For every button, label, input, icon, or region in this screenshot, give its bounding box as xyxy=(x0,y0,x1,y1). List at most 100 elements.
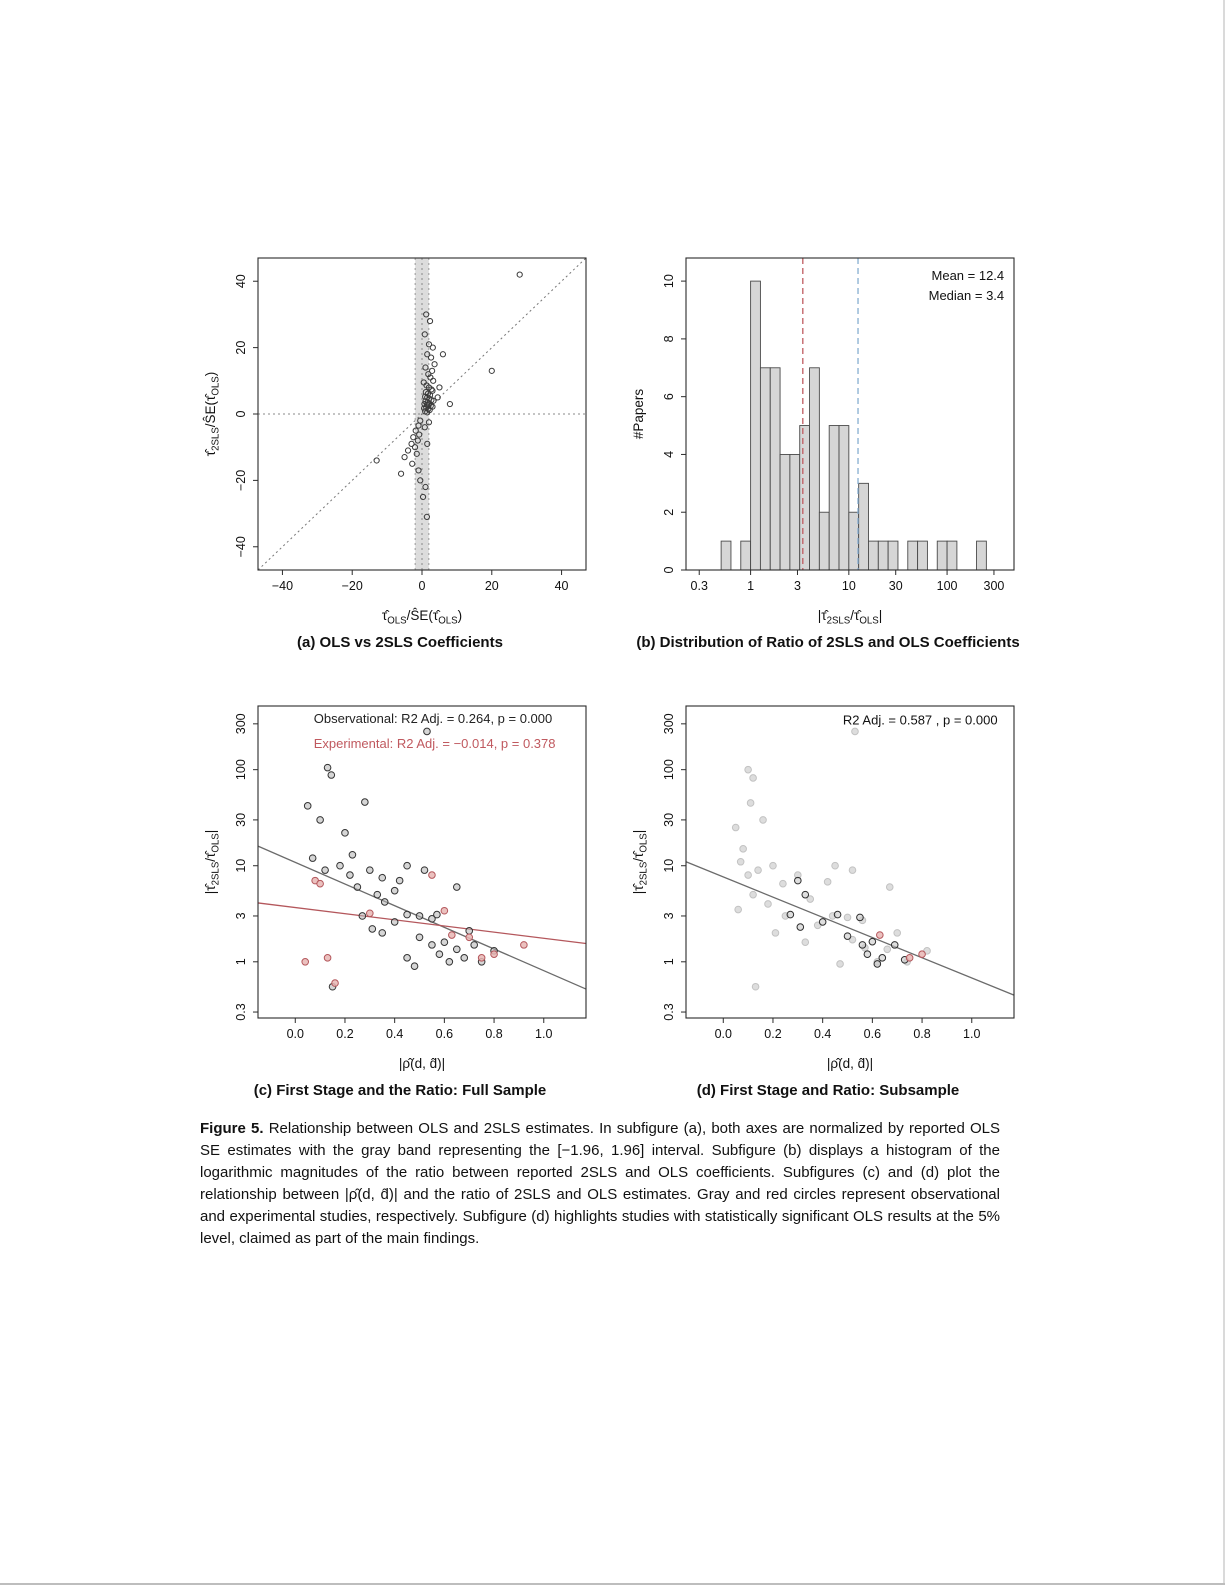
subplot-a-canvas: −40 −20 0 20 40 −40 −20 0 20 40 τ̂OLS/ŜE(τ̂OLS) τ̂2… xyxy=(200,246,600,628)
svg-text:1.0: 1.0 xyxy=(963,1027,980,1041)
subplot-b-title: (b) Distribution of Ratio of 2SLS and OL… xyxy=(636,634,1020,651)
observational-point xyxy=(452,945,461,954)
observational-point xyxy=(346,871,354,879)
study-point xyxy=(434,394,441,401)
study-point xyxy=(413,450,420,457)
experimental-point xyxy=(520,941,528,949)
svg-text:300: 300 xyxy=(984,579,1005,593)
experimental-point xyxy=(428,871,436,879)
study-point xyxy=(431,361,438,368)
observational-point xyxy=(378,873,387,882)
study-point xyxy=(516,271,523,278)
nonsignificant-point xyxy=(754,866,762,874)
study-point xyxy=(426,317,434,325)
observational-point xyxy=(452,883,461,891)
svg-text:|τ̂2SLS/τ̂OLS|: |τ̂2SLS/τ̂OLS| xyxy=(818,608,883,627)
nonsignificant-point xyxy=(749,890,757,899)
study-point xyxy=(425,341,433,348)
svg-text:0.0: 0.0 xyxy=(715,1027,732,1041)
observational-point xyxy=(321,866,329,874)
study-point xyxy=(404,447,412,454)
study-point xyxy=(424,440,431,447)
experimental-point xyxy=(448,931,456,939)
histogram-bar xyxy=(799,425,810,571)
histogram-bar xyxy=(868,540,879,571)
svg-text:8: 8 xyxy=(662,335,676,342)
plot-box xyxy=(685,257,1015,571)
svg-text:10: 10 xyxy=(842,579,856,593)
subplot-b-canvas: 0.3 1 3 10 30 100 300 0 2 4 6 8 10 |τ̂2SLS/τ̂OLS| #Pap… xyxy=(628,246,1028,628)
experimental-point xyxy=(323,954,332,962)
nonsignificant-point xyxy=(831,861,839,870)
plot-box xyxy=(685,705,1015,1019)
significant-point xyxy=(796,923,805,931)
page-edge-right xyxy=(1223,0,1225,1585)
nonsignificant-point xyxy=(744,871,752,879)
observational-point xyxy=(361,798,369,806)
svg-text:−20: −20 xyxy=(342,579,363,593)
svg-text:4: 4 xyxy=(662,451,676,458)
svg-text:100: 100 xyxy=(662,759,676,780)
svg-text:−40: −40 xyxy=(272,579,293,593)
svg-text:|ρ̂(d, d̂)|: |ρ̂(d, d̂)| xyxy=(827,1056,873,1071)
significant-point xyxy=(878,954,887,962)
figure-caption: Figure 5. Relationship between OLS and 2… xyxy=(200,1118,1000,1250)
study-point xyxy=(415,467,422,474)
observational-point xyxy=(415,912,424,920)
observational-point xyxy=(368,925,377,933)
svg-text:6: 6 xyxy=(662,393,676,400)
legend-text: Experimental: R2 Adj. = −0.014, p = 0.37… xyxy=(314,736,556,751)
observational-point xyxy=(341,829,349,837)
svg-text:10: 10 xyxy=(662,859,676,873)
histogram-bar xyxy=(789,453,801,571)
svg-text:0.4: 0.4 xyxy=(386,1027,403,1041)
subplot-c-canvas: 0.0 0.2 0.4 0.6 0.8 1.0 0.3 1 3 10 30 100 300 |ρ̂(d, … xyxy=(200,694,600,1076)
significant-point xyxy=(843,932,852,940)
svg-text:30: 30 xyxy=(889,579,903,593)
histogram-bar xyxy=(809,367,820,571)
svg-text:3: 3 xyxy=(234,912,248,919)
first-stage-full-svg: 0.0 0.2 0.4 0.6 0.8 1.0 0.3 1 3 10 30 100 300 |ρ̂(d, … xyxy=(203,705,587,1071)
nonsignificant-point xyxy=(731,823,740,832)
significant-point xyxy=(801,890,810,899)
histogram-bar xyxy=(848,511,860,571)
svg-text:0: 0 xyxy=(234,410,248,417)
svg-text:20: 20 xyxy=(234,341,248,355)
histogram-bar xyxy=(907,540,919,571)
study-point xyxy=(429,344,436,351)
nonsignificant-point xyxy=(806,895,815,903)
histogram-bar xyxy=(887,540,899,571)
observational-point xyxy=(358,912,367,920)
figure-caption-text: Relationship between OLS and 2SLS estima… xyxy=(200,1120,1001,1248)
study-point xyxy=(488,367,495,374)
observational-point xyxy=(378,929,387,937)
study-point xyxy=(419,493,427,501)
study-point xyxy=(423,311,430,318)
significant-point xyxy=(890,941,899,949)
study-point xyxy=(424,409,431,416)
study-point xyxy=(415,422,422,429)
observational-point xyxy=(433,910,441,919)
study-point xyxy=(429,387,436,394)
observational-point xyxy=(390,886,399,895)
experimental-point xyxy=(440,906,449,915)
observational-point xyxy=(316,816,324,824)
experimental-point xyxy=(918,950,926,958)
significant-point xyxy=(868,937,877,946)
study-point xyxy=(421,331,428,338)
nonsignificant-point xyxy=(843,913,852,922)
scan-artifact-bottom-left xyxy=(4,1576,114,1583)
observational-point xyxy=(353,883,362,891)
subplot-d: 0.0 0.2 0.4 0.6 0.8 1.0 0.3 1 3 10 30 100 300 |ρ̂(d, … xyxy=(628,694,1028,1099)
ols-vs-2sls-svg: −40 −20 0 20 40 −40 −20 0 20 40 τ̂OLS/ŜE(τ̂OLS) τ̂2… xyxy=(203,257,587,627)
subplot-d-canvas: 0.0 0.2 0.4 0.6 0.8 1.0 0.3 1 3 10 30 100 300 |ρ̂(d, … xyxy=(628,694,1028,1076)
significant-point xyxy=(794,876,802,885)
study-point xyxy=(414,437,421,444)
svg-text:0.3: 0.3 xyxy=(662,1003,676,1020)
significant-point xyxy=(858,941,867,949)
nonsignificant-point xyxy=(746,799,755,807)
observational-point xyxy=(403,861,411,870)
svg-text:|τ̂2SLS/τ̂OLS|: |τ̂2SLS/τ̂OLS| xyxy=(203,830,222,895)
svg-text:20: 20 xyxy=(485,579,499,593)
